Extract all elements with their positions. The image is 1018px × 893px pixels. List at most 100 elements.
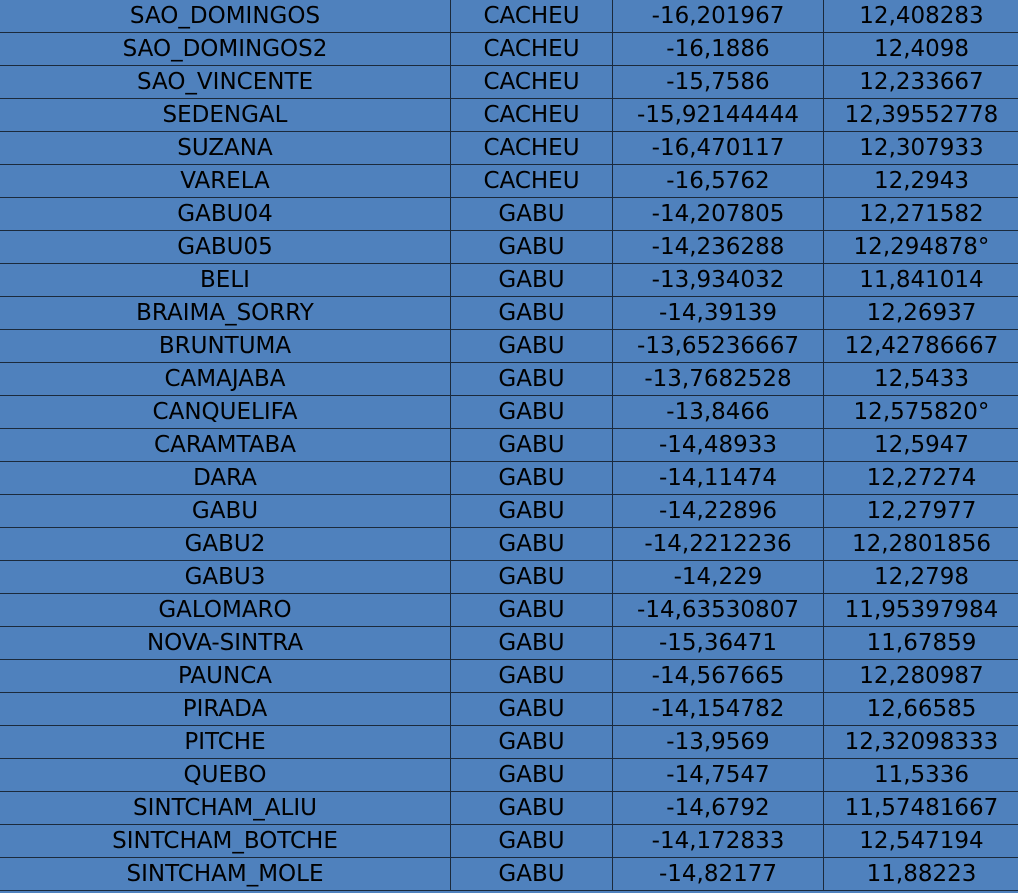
region-cell[interactable]: GABU	[450, 725, 613, 759]
region-cell[interactable]: CACHEU	[450, 0, 613, 33]
station-name-cell[interactable]: GALOMARO	[0, 593, 451, 627]
station-name-cell[interactable]: NOVA-SINTRA	[0, 626, 451, 660]
latitude-cell[interactable]: 12,5947	[823, 428, 1018, 462]
region-cell[interactable]: GABU	[450, 659, 613, 693]
station-name-cell[interactable]: GABU04	[0, 197, 451, 231]
longitude-cell[interactable]: -13,7682528	[612, 362, 824, 396]
station-name-cell[interactable]: SUZANA	[0, 131, 451, 165]
station-name-cell[interactable]: SINTCHAM_BOTCHE	[0, 824, 451, 858]
latitude-cell[interactable]: 11,57481667	[823, 791, 1018, 825]
region-cell[interactable]: CACHEU	[450, 131, 613, 165]
station-name-cell[interactable]: PAUNCA	[0, 659, 451, 693]
region-cell[interactable]: GABU	[450, 626, 613, 660]
latitude-cell[interactable]: 12,32098333	[823, 725, 1018, 759]
region-cell[interactable]: GABU	[450, 824, 613, 858]
longitude-cell[interactable]: -13,9569	[612, 725, 824, 759]
longitude-cell[interactable]: -15,36471	[612, 626, 824, 660]
station-name-cell[interactable]: SAO_DOMINGOS2	[0, 32, 451, 66]
station-name-cell[interactable]: VARELA	[0, 164, 451, 198]
region-cell[interactable]: GABU	[450, 593, 613, 627]
station-name-cell[interactable]: SEDENGAL	[0, 98, 451, 132]
latitude-cell[interactable]: 12,233667	[823, 65, 1018, 99]
region-cell[interactable]: GABU	[450, 692, 613, 726]
region-cell[interactable]: GABU	[450, 560, 613, 594]
latitude-cell[interactable]: 11,5336	[823, 758, 1018, 792]
latitude-cell[interactable]: 12,2798	[823, 560, 1018, 594]
longitude-cell[interactable]: -14,567665	[612, 659, 824, 693]
latitude-cell[interactable]: 12,27274	[823, 461, 1018, 495]
region-cell[interactable]: CACHEU	[450, 65, 613, 99]
longitude-cell[interactable]: -14,48933	[612, 428, 824, 462]
latitude-cell[interactable]: 12,2801856	[823, 527, 1018, 561]
latitude-cell[interactable]: 12,271582	[823, 197, 1018, 231]
station-name-cell[interactable]: SINTCHAM_MOLE	[0, 857, 451, 891]
station-name-cell[interactable]: GABU3	[0, 560, 451, 594]
longitude-cell[interactable]: -15,92144444	[612, 98, 824, 132]
longitude-cell[interactable]: -16,5762	[612, 164, 824, 198]
latitude-cell[interactable]: 12,307933	[823, 131, 1018, 165]
region-cell[interactable]: CACHEU	[450, 32, 613, 66]
latitude-cell[interactable]: 12,280987	[823, 659, 1018, 693]
region-cell[interactable]: GABU	[450, 494, 613, 528]
region-cell[interactable]: GABU	[450, 296, 613, 330]
longitude-cell[interactable]: -14,6792	[612, 791, 824, 825]
region-cell[interactable]: GABU	[450, 758, 613, 792]
longitude-cell[interactable]: -16,1886	[612, 32, 824, 66]
region-cell[interactable]: CACHEU	[450, 98, 613, 132]
station-name-cell[interactable]: PITCHE	[0, 725, 451, 759]
station-name-cell[interactable]: GABU05	[0, 230, 451, 264]
longitude-cell[interactable]: -14,82177	[612, 857, 824, 891]
longitude-cell[interactable]: -14,229	[612, 560, 824, 594]
longitude-cell[interactable]: -14,236288	[612, 230, 824, 264]
station-name-cell[interactable]: CANQUELIFA	[0, 395, 451, 429]
longitude-cell[interactable]: -14,22896	[612, 494, 824, 528]
station-name-cell[interactable]: BRUNTUMA	[0, 329, 451, 363]
station-name-cell[interactable]: CARAMTABA	[0, 428, 451, 462]
region-cell[interactable]: GABU	[450, 197, 613, 231]
station-name-cell[interactable]: GABU2	[0, 527, 451, 561]
latitude-cell[interactable]: 11,841014	[823, 263, 1018, 297]
longitude-cell[interactable]: -14,39139	[612, 296, 824, 330]
longitude-cell[interactable]: -14,63530807	[612, 593, 824, 627]
region-cell[interactable]: GABU	[450, 263, 613, 297]
longitude-cell[interactable]: -14,2212236	[612, 527, 824, 561]
longitude-cell[interactable]: -16,470117	[612, 131, 824, 165]
latitude-cell[interactable]: 12,2943	[823, 164, 1018, 198]
latitude-cell[interactable]: 12,294878°	[823, 230, 1018, 264]
station-name-cell[interactable]: SAO_DOMINGOS	[0, 0, 451, 33]
region-cell[interactable]: GABU	[450, 329, 613, 363]
station-name-cell[interactable]: BELI	[0, 263, 451, 297]
longitude-cell[interactable]: -13,934032	[612, 263, 824, 297]
region-cell[interactable]: GABU	[450, 791, 613, 825]
longitude-cell[interactable]: -14,207805	[612, 197, 824, 231]
latitude-cell[interactable]: 11,88223	[823, 857, 1018, 891]
latitude-cell[interactable]: 12,575820°	[823, 395, 1018, 429]
region-cell[interactable]: GABU	[450, 857, 613, 891]
station-name-cell[interactable]: PIRADA	[0, 692, 451, 726]
latitude-cell[interactable]: 11,67859	[823, 626, 1018, 660]
longitude-cell[interactable]: -14,11474	[612, 461, 824, 495]
longitude-cell[interactable]: -14,7547	[612, 758, 824, 792]
station-name-cell[interactable]: QUEBO	[0, 758, 451, 792]
region-cell[interactable]: GABU	[450, 527, 613, 561]
latitude-cell[interactable]: 12,5433	[823, 362, 1018, 396]
region-cell[interactable]: CACHEU	[450, 164, 613, 198]
region-cell[interactable]: GABU	[450, 428, 613, 462]
longitude-cell[interactable]: -14,154782	[612, 692, 824, 726]
station-name-cell[interactable]: BRAIMA_SORRY	[0, 296, 451, 330]
longitude-cell[interactable]: -16,201967	[612, 0, 824, 33]
latitude-cell[interactable]: 12,39552778	[823, 98, 1018, 132]
region-cell[interactable]: GABU	[450, 230, 613, 264]
region-cell[interactable]: GABU	[450, 362, 613, 396]
longitude-cell[interactable]: -14,172833	[612, 824, 824, 858]
station-name-cell[interactable]: GABU	[0, 494, 451, 528]
latitude-cell[interactable]: 12,4098	[823, 32, 1018, 66]
latitude-cell[interactable]: 12,42786667	[823, 329, 1018, 363]
latitude-cell[interactable]: 12,66585	[823, 692, 1018, 726]
station-name-cell[interactable]: CAMAJABA	[0, 362, 451, 396]
station-name-cell[interactable]: DARA	[0, 461, 451, 495]
latitude-cell[interactable]: 12,408283	[823, 0, 1018, 33]
longitude-cell[interactable]: -15,7586	[612, 65, 824, 99]
latitude-cell[interactable]: 12,27977	[823, 494, 1018, 528]
station-name-cell[interactable]: SINTCHAM_ALIU	[0, 791, 451, 825]
